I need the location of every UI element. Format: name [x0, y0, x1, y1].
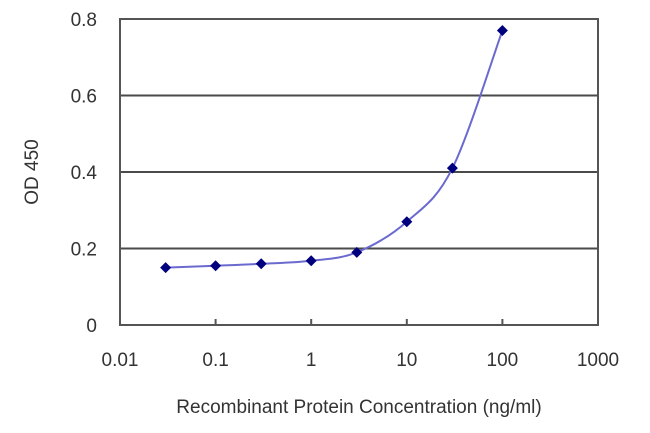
x-tick-label: 10: [396, 350, 417, 371]
data-line: [165, 30, 504, 269]
y-tick-label: 0.2: [71, 240, 97, 261]
y-axis-tick-labels: 0 0.2 0.4 0.6 0.8: [71, 10, 98, 337]
data-point-marker: [351, 246, 363, 258]
plot-area-border: [119, 18, 599, 326]
data-point-marker: [210, 260, 222, 272]
x-axis-ticks: [214, 319, 504, 325]
x-axis-title: Recombinant Protein Concentration (ng/ml…: [176, 397, 541, 418]
data-point-marker: [305, 255, 317, 267]
data-markers: [160, 24, 508, 274]
x-axis-tick-labels: 0.01 0.1 1 10 100 1000: [102, 350, 620, 371]
y-axis-title: OD 450: [22, 139, 43, 204]
data-point-marker: [160, 262, 172, 274]
x-tick-label: 0.1: [202, 350, 228, 371]
y-tick-label: 0.4: [71, 163, 98, 184]
x-tick-label: 1000: [577, 350, 619, 371]
data-point-marker: [255, 258, 267, 270]
data-point-marker: [496, 24, 508, 36]
x-tick-label: 0.01: [102, 350, 139, 371]
x-tick-label: 1: [306, 350, 317, 371]
grid-lines: [120, 94, 598, 250]
data-point-marker: [401, 216, 413, 228]
y-tick-label: 0: [86, 316, 97, 337]
y-tick-label: 0.8: [71, 10, 97, 31]
x-tick-label: 100: [487, 350, 519, 371]
data-point-marker: [446, 162, 458, 174]
y-tick-label: 0.6: [71, 87, 97, 108]
